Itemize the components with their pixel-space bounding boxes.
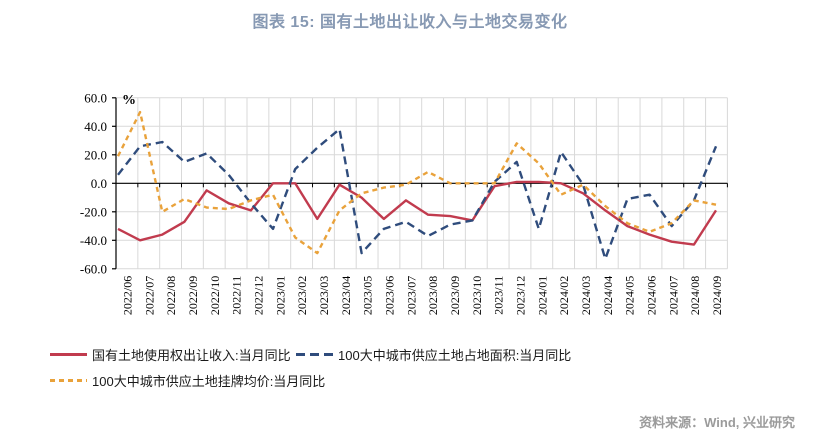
x-tick-label: 2022/07	[142, 276, 156, 315]
x-tick-label: 2023/05	[361, 276, 375, 315]
x-tick-label: 2023/12	[513, 276, 527, 315]
x-tick-label: 2022/11	[230, 276, 244, 315]
y-tick-label: 40.0	[84, 119, 107, 134]
y-axis-unit-label: %	[122, 93, 136, 108]
series-line-0	[117, 180, 718, 246]
x-tick-label: 2024/09	[710, 276, 724, 315]
x-tick-label: 2024/02	[557, 276, 571, 315]
y-tick-label: 60.0	[84, 90, 107, 105]
series-line-2	[116, 110, 717, 255]
y-tick-label: -20.0	[80, 204, 107, 219]
x-tick-label: 2024/04	[601, 276, 615, 315]
x-tick-label: 2024/08	[688, 276, 702, 315]
legend-line-dashed-short-icon	[50, 378, 87, 382]
x-tick-label: 2023/07	[404, 276, 418, 315]
x-tick-label: 2022/10	[208, 276, 222, 315]
legend-line-dashed-icon	[296, 352, 333, 356]
legend-label-land-area: 100大中城市供应土地占地面积:当月同比	[338, 347, 572, 363]
page-title: 图表 15: 国有土地出让收入与土地交易变化	[252, 14, 568, 31]
legend-item-land-area: 100大中城市供应土地占地面积:当月同比	[296, 346, 572, 363]
x-tick-label: 2023/08	[426, 276, 440, 315]
source-note: 资料来源：Wind, 兴业研究	[639, 415, 795, 430]
x-tick-label: 2023/04	[339, 276, 353, 315]
x-tick-label: 2023/01	[273, 276, 287, 315]
x-tick-label: 2022/08	[164, 276, 178, 315]
x-tick-label: 2023/06	[382, 276, 396, 315]
x-tick-label: 2024/06	[644, 276, 658, 315]
x-tick-label: 2024/07	[666, 276, 680, 315]
x-tick-label: 2022/12	[251, 276, 265, 315]
x-tick-label: 2024/01	[535, 276, 549, 315]
y-tick-label: 20.0	[84, 147, 107, 162]
legend-item-listing-price: 100大中城市供应土地挂牌均价:当月同比	[50, 372, 326, 389]
series-line-1	[117, 127, 718, 260]
x-tick-label: 2023/02	[295, 276, 309, 315]
legend-label-listing-price: 100大中城市供应土地挂牌均价:当月同比	[92, 373, 326, 389]
x-tick-label: 2023/09	[448, 276, 462, 315]
x-tick-label: 2023/11	[492, 276, 506, 315]
x-tick-label: 2022/09	[186, 276, 200, 315]
x-tick-label: 2023/03	[317, 276, 331, 315]
legend-item-revenue: 国有土地使用权出让收入:当月同比	[50, 346, 291, 363]
y-tick-label: -60.0	[80, 261, 107, 276]
x-tick-label: 2024/05	[623, 276, 637, 315]
legend-label-revenue: 国有土地使用权出让收入:当月同比	[92, 347, 291, 363]
x-tick-label: 2022/06	[120, 276, 134, 315]
legend-line-solid-icon	[50, 352, 87, 356]
y-tick-label: -40.0	[80, 233, 107, 248]
y-tick-label: 0.0	[91, 176, 107, 191]
x-tick-label: 2023/10	[470, 276, 484, 315]
x-tick-label: 2024/03	[579, 276, 593, 315]
